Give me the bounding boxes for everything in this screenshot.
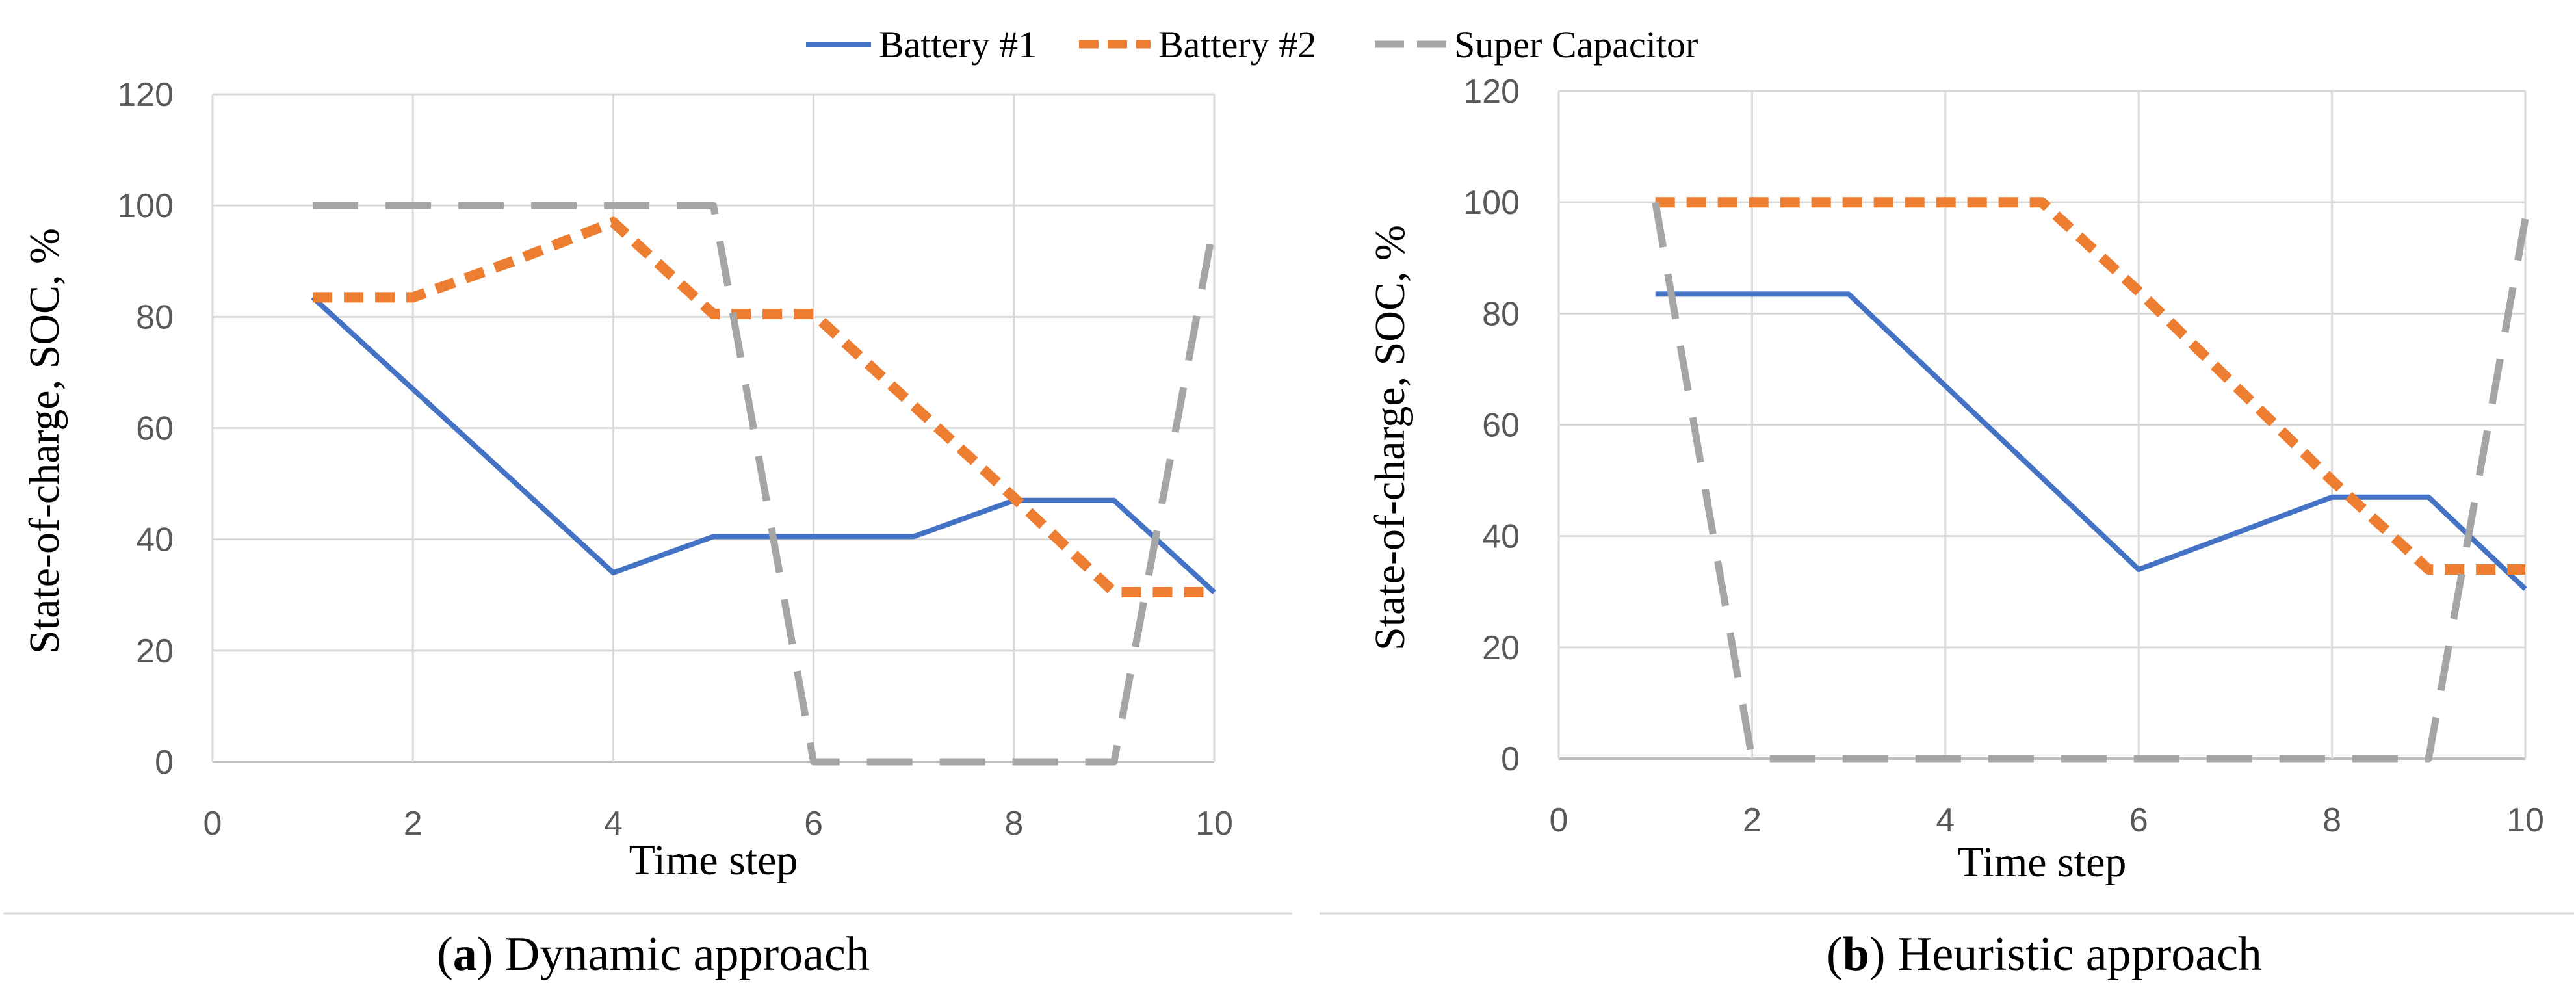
caption-letter: b bbox=[1843, 928, 1869, 981]
x-tick-label: 0 bbox=[1550, 802, 1568, 839]
y-tick-label: 100 bbox=[1463, 184, 1520, 222]
x-axis-title: Time step bbox=[1958, 839, 2127, 886]
series-line-super-capacitor bbox=[313, 202, 1218, 766]
x-tick-label: 4 bbox=[1936, 802, 1955, 839]
caption-text: ) Dynamic approach bbox=[477, 928, 870, 981]
series-line-super-capacitor bbox=[1652, 202, 2529, 763]
x-tick-label: 10 bbox=[2506, 802, 2544, 839]
legend-label-1: Battery #1 bbox=[879, 23, 1037, 66]
y-axis-title: State-of-charge, SOC, % bbox=[21, 228, 68, 654]
y-tick-label: 120 bbox=[1463, 73, 1520, 111]
x-tick-label: 10 bbox=[1195, 805, 1233, 842]
y-tick-label: 40 bbox=[136, 521, 174, 559]
panel-caption: (b) Heuristic approach bbox=[1827, 928, 2262, 981]
y-tick-label: 120 bbox=[117, 76, 174, 114]
caption-text: ) Heuristic approach bbox=[1869, 928, 2262, 981]
caption-paren: ( bbox=[437, 928, 453, 981]
y-tick-label: 20 bbox=[1482, 629, 1520, 667]
series-line-battery-2 bbox=[313, 216, 1214, 597]
caption-paren: ( bbox=[1827, 928, 1843, 981]
y-axis-title: State-of-charge, SOC, % bbox=[1366, 225, 1414, 651]
panel-a: 0 20 40 60 80 100 120 0 2 4 6 8 10 Time step State-of-… bbox=[21, 76, 1233, 981]
x-axis-title: Time step bbox=[629, 837, 798, 884]
y-tick-label: 60 bbox=[136, 410, 174, 448]
y-tick-label: 0 bbox=[155, 744, 174, 781]
legend-label-2: Battery #2 bbox=[1158, 23, 1316, 66]
legend: Battery #1 Battery #2 Super Capacitor bbox=[806, 23, 1698, 66]
series-line-battery-1 bbox=[311, 295, 1216, 594]
y-tick-label: 20 bbox=[136, 633, 174, 670]
series-line-battery-2 bbox=[1655, 197, 2525, 575]
x-tick-label: 0 bbox=[203, 805, 222, 842]
x-tick-label: 2 bbox=[404, 805, 423, 842]
y-tick-label: 40 bbox=[1482, 518, 1520, 556]
y-tick-label: 80 bbox=[1482, 295, 1520, 333]
y-tick-label: 60 bbox=[1482, 407, 1520, 445]
x-tick-label: 2 bbox=[1743, 802, 1762, 839]
x-tick-label: 6 bbox=[804, 805, 823, 842]
x-tick-label: 8 bbox=[2322, 802, 2341, 839]
y-tick-label: 0 bbox=[1501, 740, 1520, 778]
legend-label-3: Super Capacitor bbox=[1454, 23, 1698, 66]
panel-b: 0 20 40 60 80 100 120 0 2 4 6 8 10 Time step State-of-… bbox=[1366, 73, 2544, 981]
x-tick-label: 8 bbox=[1004, 805, 1023, 842]
panel-caption: (a) Dynamic approach bbox=[437, 928, 870, 981]
x-tick-label: 6 bbox=[2129, 802, 2148, 839]
series-line-battery-1 bbox=[1655, 291, 2527, 591]
y-tick-label: 80 bbox=[136, 298, 174, 336]
y-tick-label: 100 bbox=[117, 187, 174, 225]
caption-letter: a bbox=[453, 928, 477, 981]
x-tick-label: 4 bbox=[604, 805, 623, 842]
